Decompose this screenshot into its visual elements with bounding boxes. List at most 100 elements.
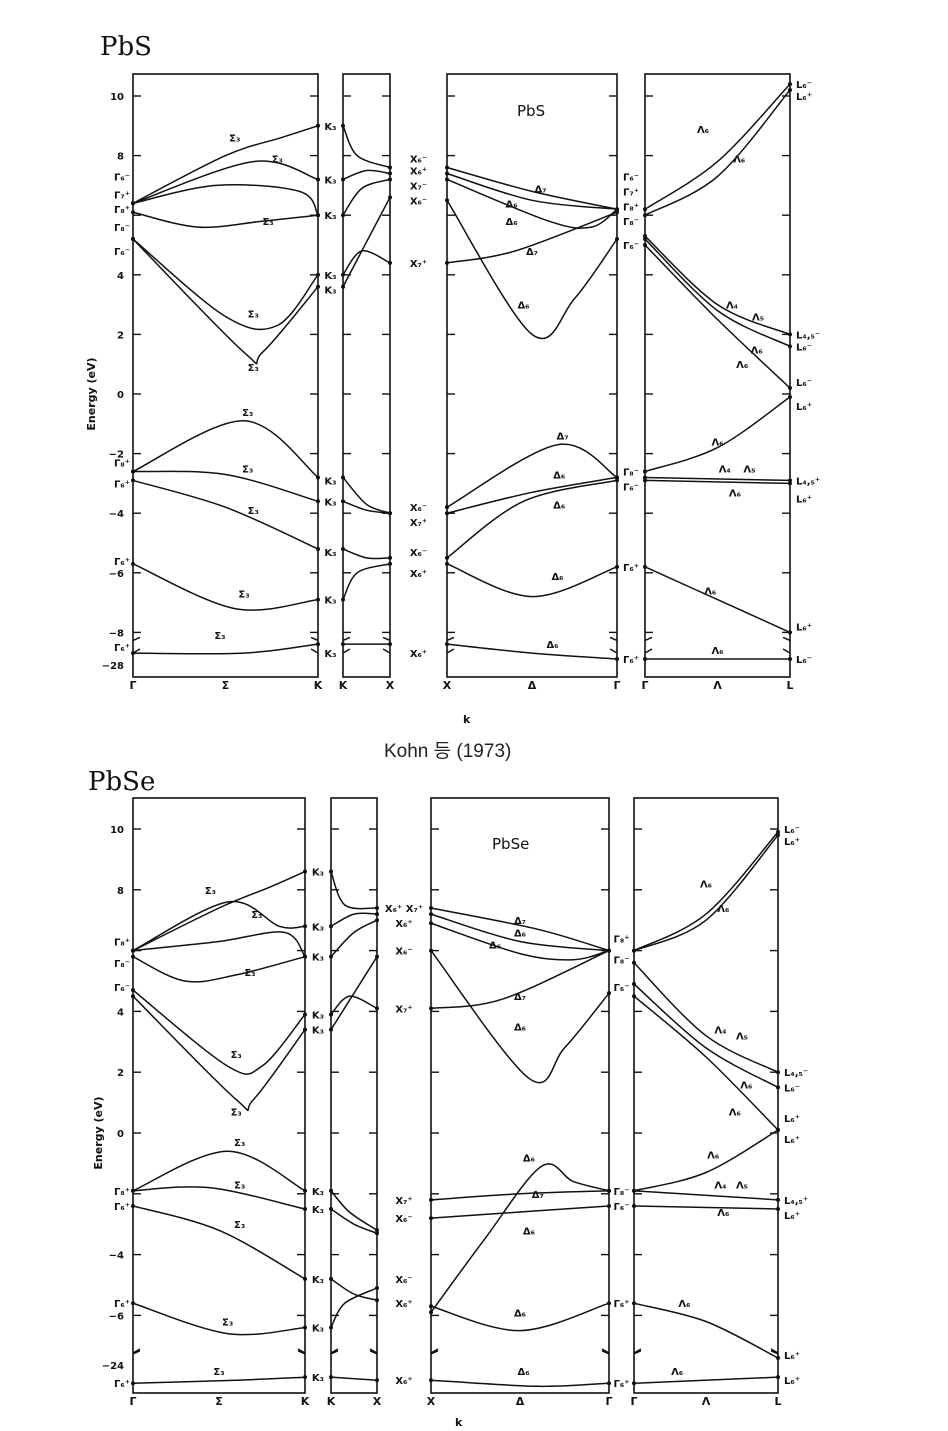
symmetry-point-label: Γ₆⁺ (114, 557, 130, 568)
energy-band (330, 995, 378, 1015)
band-endpoint (776, 1070, 780, 1075)
x-axis-label: k (455, 1416, 463, 1429)
energy-band (430, 907, 610, 952)
band-label: Δ₇ (532, 1190, 544, 1201)
k-point-label: X (386, 679, 395, 692)
y-tick-label: −28 (102, 661, 124, 672)
energy-band (446, 172, 618, 210)
symmetry-point-label: K₃ (312, 922, 324, 933)
symmetry-point-label: Γ₆⁺ (114, 643, 130, 654)
symmetry-point-label: L₄,₅⁻ (796, 330, 820, 341)
band-endpoint (329, 1188, 333, 1193)
energy-band (430, 922, 610, 961)
band-label: Δ₇ (514, 992, 526, 1003)
band-endpoint (341, 642, 345, 647)
band-endpoint (303, 1276, 307, 1281)
axis-break-mark (644, 636, 653, 654)
energy-band (132, 900, 306, 952)
band-label: Δ₆ (551, 572, 563, 583)
band-label: Δ₆ (506, 217, 518, 228)
axis-break-mark (601, 1348, 610, 1355)
band-endpoint (776, 1355, 780, 1360)
band-endpoint (131, 469, 135, 474)
band-endpoint (429, 1378, 433, 1383)
energy-band (633, 995, 779, 1131)
y-axis-label: Energy (eV) (85, 357, 98, 430)
band-endpoint (388, 165, 392, 170)
band-label: Δ₆ (546, 640, 558, 651)
band-label: Δ₆ (506, 199, 518, 210)
symmetry-point-label: L₆⁻ (796, 342, 812, 353)
energy-band (446, 643, 618, 660)
panel-frame (644, 73, 791, 678)
symmetry-point-label: Γ₈⁺ (623, 202, 639, 213)
band-endpoint (643, 469, 647, 474)
k-point-label: Σ (222, 679, 230, 692)
symmetry-point-label: L₆⁻ (796, 378, 812, 389)
axis-break-mark (782, 636, 791, 654)
band-label: Λ₆ (751, 345, 763, 356)
axis-break-mark (342, 636, 351, 654)
band-label: Σ₃ (222, 1317, 233, 1328)
band-endpoint (131, 561, 135, 566)
band-endpoint (429, 948, 433, 953)
band-endpoint (375, 1231, 379, 1236)
band-endpoint (375, 1006, 379, 1011)
symmetry-point-label: K₃ (312, 1187, 324, 1198)
symmetry-point-label: Γ₆⁻ (623, 241, 639, 252)
symmetry-point-label: K₃ (324, 211, 336, 222)
symmetry-point-label: K₃ (324, 175, 336, 186)
band-endpoint (329, 1325, 333, 1330)
symmetry-point-label: K₃ (324, 649, 336, 660)
y-tick-label: −6 (109, 569, 124, 580)
band-endpoint (316, 272, 320, 277)
band-endpoint (341, 123, 345, 128)
band-label: Λ₄ (726, 301, 738, 312)
energy-band (644, 238, 791, 347)
band-endpoint (316, 177, 320, 182)
band-endpoint (341, 475, 345, 480)
symmetry-point-label: L₆⁺ (784, 837, 800, 848)
symmetry-point-label: L₆⁻ (796, 655, 812, 666)
band-endpoint (429, 1197, 433, 1202)
symmetry-point-label: K₃ (312, 1373, 324, 1384)
symmetry-point-label: L₆⁺ (796, 92, 812, 103)
symmetry-point-label: Γ₆⁻ (623, 482, 639, 493)
band-label: Λ₆ (711, 438, 723, 449)
band-label: Λ₆ (733, 155, 745, 166)
symmetry-point-label: L₄,₅⁺ (796, 476, 820, 487)
band-endpoint (329, 954, 333, 959)
inset-label: PbS (517, 102, 545, 120)
band-label: Σ₃ (234, 1181, 245, 1192)
energy-band (446, 166, 618, 210)
band-endpoint (388, 171, 392, 176)
symmetry-point-label: X₆⁺ X₇⁺ (385, 904, 423, 915)
symmetry-point-label: Γ₆⁺ (114, 1379, 130, 1390)
band-endpoint (316, 499, 320, 504)
band-label: Λ₅ (752, 313, 764, 324)
band-endpoint (445, 260, 449, 265)
band-label: Λ₆ (711, 646, 723, 657)
band-label: Δ₆ (553, 470, 565, 481)
y-tick-label: −2 (109, 450, 124, 461)
energy-band (430, 1379, 610, 1388)
band-endpoint (329, 869, 333, 874)
axis-break-mark (446, 636, 455, 654)
energy-band (132, 238, 319, 365)
band-endpoint (303, 1375, 307, 1380)
inset-label: PbSe (492, 835, 529, 853)
energy-band (644, 83, 791, 210)
symmetry-point-label: Γ₆⁻ (623, 172, 639, 183)
band-label: Λ₅ (743, 465, 755, 476)
band-endpoint (643, 213, 647, 218)
band-label: Δ₇ (526, 247, 538, 258)
energy-band (330, 1376, 378, 1381)
band-label: Σ₃ (234, 1138, 245, 1149)
band-endpoint (632, 1301, 636, 1306)
band-label: Λ₆ (700, 880, 712, 891)
band-endpoint (643, 657, 647, 662)
symmetry-point-label: X₇⁺ (410, 259, 427, 270)
symmetry-point-label: Γ₈⁺ (613, 934, 629, 945)
band-label: Σ₃ (213, 1367, 224, 1378)
energy-band (633, 1190, 779, 1201)
